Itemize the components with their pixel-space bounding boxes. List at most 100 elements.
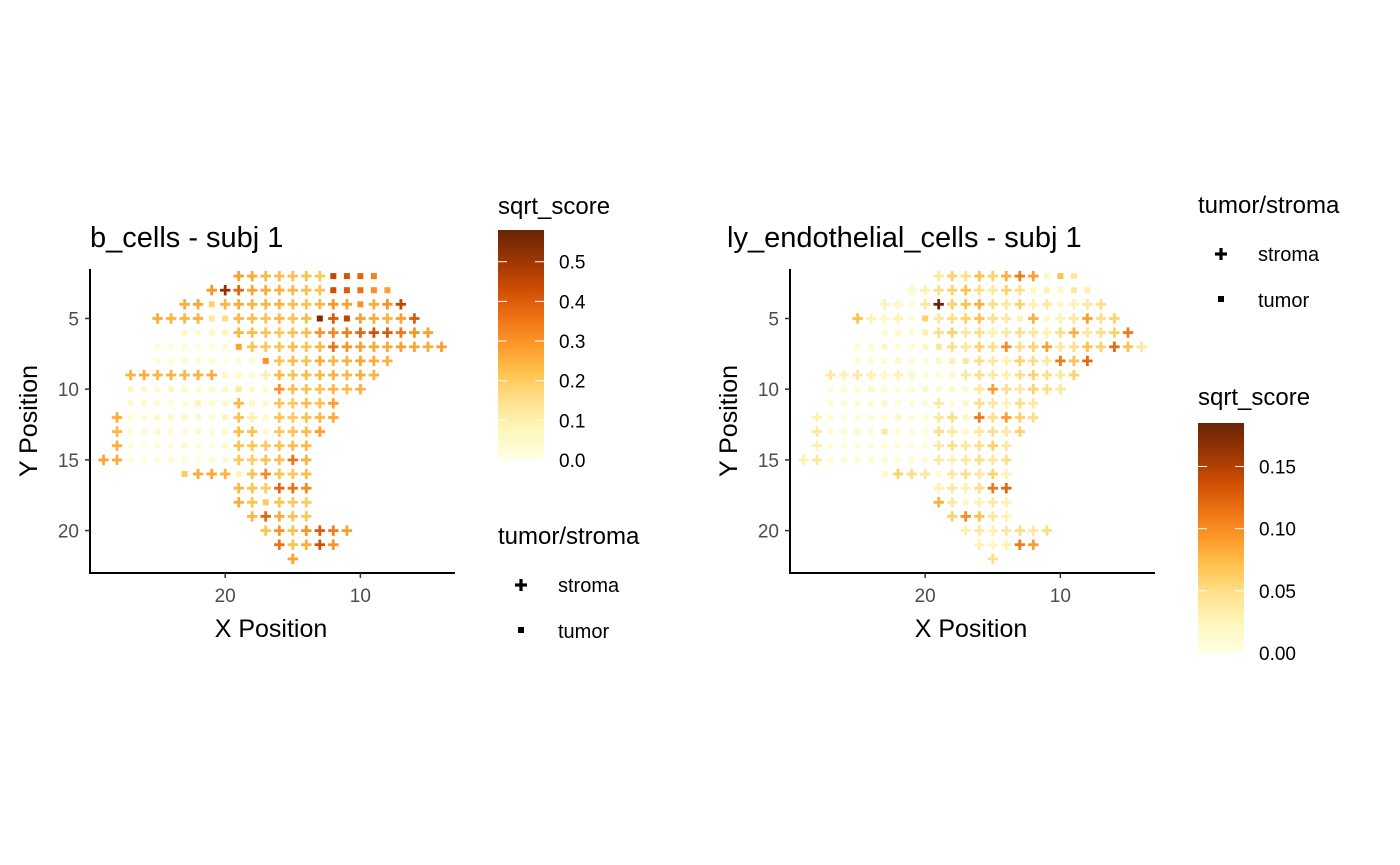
stroma-point xyxy=(987,327,998,338)
stroma-point xyxy=(1082,355,1093,367)
tumor-point xyxy=(249,400,256,407)
stroma-point xyxy=(1001,483,1012,494)
stroma-point xyxy=(933,398,944,409)
stroma-point xyxy=(1055,369,1066,381)
tumor-point xyxy=(1043,315,1050,322)
tumor-point xyxy=(195,329,202,336)
stroma-point xyxy=(1014,398,1025,409)
tumor-point xyxy=(208,315,215,322)
tumor-point xyxy=(841,428,848,435)
tumor-point xyxy=(222,414,229,421)
stroma-point xyxy=(314,398,325,409)
stroma-point xyxy=(301,525,312,536)
tumor-point xyxy=(168,386,175,393)
tumor-point xyxy=(357,301,364,308)
tumor-point xyxy=(154,343,161,350)
stroma-point xyxy=(987,426,998,437)
stroma-point xyxy=(274,468,285,480)
stroma-point xyxy=(987,285,998,296)
stroma-point xyxy=(1001,454,1012,466)
stroma-point xyxy=(1014,327,1025,338)
tumor-point xyxy=(868,456,875,463)
stroma-point xyxy=(274,440,285,451)
stroma-point xyxy=(98,454,109,466)
stroma-point xyxy=(287,313,298,324)
stroma-point xyxy=(1014,355,1025,367)
y-ticks: 5 10 15 20 xyxy=(758,309,790,543)
y-axis-label: Y Position xyxy=(15,365,43,477)
stroma-point xyxy=(233,270,244,282)
stroma-point xyxy=(974,313,985,324)
color-legend: sqrt_score 0.00 0.05 0.10 0.15 xyxy=(1198,384,1310,665)
tumor-legend-label: tumor xyxy=(558,621,609,643)
y-tick-label: 20 xyxy=(58,522,79,543)
stroma-point xyxy=(314,341,325,352)
tumor-point xyxy=(127,456,134,463)
tumor-point xyxy=(922,456,929,463)
stroma-point xyxy=(260,440,271,451)
tumor-point xyxy=(922,343,929,350)
tumor-point xyxy=(922,428,929,435)
stroma-point xyxy=(301,426,312,437)
stroma-point xyxy=(947,299,958,310)
stroma-point xyxy=(1014,341,1025,352)
tumor-point xyxy=(222,372,229,378)
stroma-point xyxy=(974,355,985,367)
stroma-point xyxy=(1001,313,1012,324)
stroma-point xyxy=(798,454,809,466)
stroma-point xyxy=(825,369,836,381)
stroma-point xyxy=(933,497,944,508)
stroma-point xyxy=(368,313,380,324)
stroma-point xyxy=(341,341,353,352)
stroma-point xyxy=(301,341,312,352)
stroma-point xyxy=(260,313,271,324)
stroma-point xyxy=(301,384,312,395)
colorbar xyxy=(498,230,544,460)
stroma-point xyxy=(1082,299,1093,310)
stroma-point xyxy=(1001,468,1012,480)
stroma-point xyxy=(368,327,380,338)
tumor-point xyxy=(168,400,175,407)
stroma-point xyxy=(368,341,380,352)
tumor-point xyxy=(881,329,888,336)
stroma-point xyxy=(233,398,244,409)
tumor-point xyxy=(370,273,377,280)
stroma-point xyxy=(314,369,325,381)
stroma-point xyxy=(314,426,325,437)
stroma-point xyxy=(247,426,258,437)
stroma-point xyxy=(960,369,971,381)
stroma-point xyxy=(1028,327,1039,338)
stroma-point xyxy=(274,412,285,423)
stroma-point xyxy=(892,468,904,480)
tumor-point xyxy=(262,499,269,506)
tumor-point xyxy=(922,414,929,421)
tumor-point xyxy=(908,400,915,407)
tumor-point xyxy=(895,442,902,449)
stroma-point xyxy=(987,313,998,324)
tumor-point xyxy=(330,273,337,280)
stroma-point xyxy=(314,355,325,367)
stroma-point xyxy=(301,285,312,296)
stroma-point xyxy=(1095,327,1107,338)
stroma-point xyxy=(247,454,258,466)
tumor-point xyxy=(127,400,134,407)
stroma-point xyxy=(233,426,244,437)
stroma-point xyxy=(382,355,393,367)
colorbar-tick-label: 0.0 xyxy=(559,451,585,472)
stroma-point xyxy=(301,511,312,522)
tumor-legend-label: tumor xyxy=(1258,290,1309,312)
chart-title: ly_endothelial_cells - subj 1 xyxy=(727,222,1082,254)
stroma-point xyxy=(987,384,998,395)
colorbar-tick-label: 0.05 xyxy=(1259,582,1296,603)
tumor-point xyxy=(222,428,229,435)
stroma-point xyxy=(933,313,944,324)
stroma-point xyxy=(287,341,298,352)
stroma-point xyxy=(274,483,285,494)
stroma-point xyxy=(1068,355,1080,367)
stroma-point xyxy=(247,511,258,522)
stroma-point xyxy=(933,440,944,451)
tumor-point xyxy=(868,386,875,393)
stroma-point xyxy=(274,398,285,409)
stroma-point xyxy=(422,327,434,338)
tumor-point xyxy=(154,400,161,407)
